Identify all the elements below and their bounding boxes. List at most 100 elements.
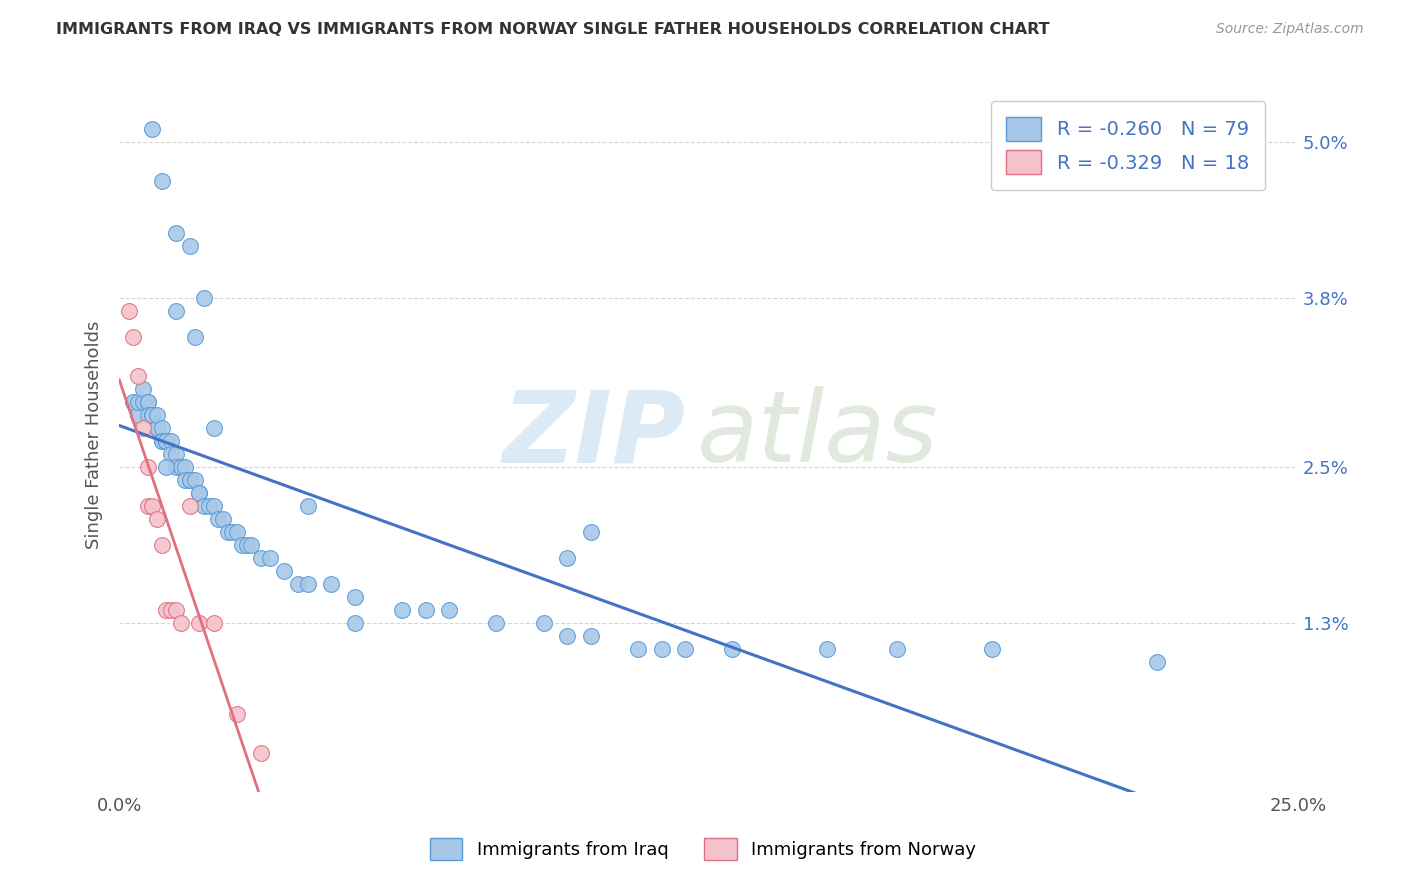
Point bbox=[179, 239, 201, 253]
Point bbox=[485, 615, 508, 630]
Point bbox=[193, 291, 215, 305]
Point bbox=[391, 603, 413, 617]
Point bbox=[188, 486, 211, 500]
Point bbox=[297, 499, 319, 513]
Text: ZIP: ZIP bbox=[502, 386, 685, 483]
Point bbox=[127, 408, 149, 422]
Point bbox=[415, 603, 437, 617]
Point bbox=[136, 408, 159, 422]
Point bbox=[226, 706, 249, 721]
Point bbox=[165, 460, 187, 475]
Text: IMMIGRANTS FROM IRAQ VS IMMIGRANTS FROM NORWAY SINGLE FATHER HOUSEHOLDS CORRELAT: IMMIGRANTS FROM IRAQ VS IMMIGRANTS FROM … bbox=[56, 22, 1050, 37]
Point bbox=[160, 447, 183, 461]
Point bbox=[555, 629, 578, 643]
Point bbox=[207, 512, 229, 526]
Text: atlas: atlas bbox=[697, 386, 939, 483]
Point bbox=[193, 499, 215, 513]
Point bbox=[155, 603, 177, 617]
Point bbox=[146, 512, 169, 526]
Point bbox=[226, 524, 249, 539]
Point bbox=[198, 499, 221, 513]
Point bbox=[132, 382, 155, 396]
Legend: Immigrants from Iraq, Immigrants from Norway: Immigrants from Iraq, Immigrants from No… bbox=[415, 823, 991, 874]
Point bbox=[980, 641, 1002, 656]
Point bbox=[179, 473, 201, 487]
Point bbox=[183, 330, 205, 344]
Point bbox=[169, 460, 191, 475]
Point bbox=[122, 395, 145, 409]
Point bbox=[212, 512, 235, 526]
Point bbox=[136, 395, 159, 409]
Point bbox=[297, 577, 319, 591]
Point bbox=[344, 590, 367, 604]
Point bbox=[150, 434, 173, 448]
Point bbox=[136, 460, 159, 475]
Point bbox=[150, 434, 173, 448]
Point bbox=[141, 408, 163, 422]
Point bbox=[439, 603, 461, 617]
Point bbox=[127, 369, 149, 384]
Point bbox=[579, 629, 602, 643]
Point bbox=[141, 122, 163, 136]
Legend: R = -0.260   N = 79, R = -0.329   N = 18: R = -0.260 N = 79, R = -0.329 N = 18 bbox=[991, 102, 1265, 190]
Point bbox=[235, 538, 257, 552]
Point bbox=[165, 603, 187, 617]
Point bbox=[136, 499, 159, 513]
Point bbox=[651, 641, 673, 656]
Point bbox=[146, 421, 169, 435]
Point bbox=[533, 615, 555, 630]
Point bbox=[174, 460, 197, 475]
Point bbox=[202, 499, 225, 513]
Point bbox=[179, 473, 201, 487]
Point bbox=[627, 641, 650, 656]
Point bbox=[815, 641, 838, 656]
Point bbox=[132, 421, 155, 435]
Point bbox=[321, 577, 343, 591]
Point bbox=[150, 174, 173, 188]
Point bbox=[287, 577, 309, 591]
Point bbox=[155, 434, 177, 448]
Point bbox=[150, 421, 173, 435]
Point bbox=[146, 421, 169, 435]
Point bbox=[344, 615, 367, 630]
Point bbox=[202, 615, 225, 630]
Point bbox=[169, 615, 191, 630]
Point bbox=[183, 473, 205, 487]
Point bbox=[165, 227, 187, 241]
Point bbox=[155, 460, 177, 475]
Point bbox=[249, 746, 271, 760]
Point bbox=[259, 550, 281, 565]
Point bbox=[150, 538, 173, 552]
Point bbox=[118, 304, 141, 318]
Point bbox=[132, 395, 155, 409]
Point bbox=[240, 538, 263, 552]
Point bbox=[160, 434, 183, 448]
Point bbox=[179, 499, 201, 513]
Point bbox=[673, 641, 696, 656]
Point bbox=[217, 524, 239, 539]
Text: Source: ZipAtlas.com: Source: ZipAtlas.com bbox=[1216, 22, 1364, 37]
Point bbox=[188, 615, 211, 630]
Point bbox=[555, 550, 578, 565]
Point bbox=[202, 421, 225, 435]
Point bbox=[273, 564, 295, 578]
Point bbox=[579, 524, 602, 539]
Point bbox=[886, 641, 908, 656]
Point bbox=[146, 408, 169, 422]
Point bbox=[165, 447, 187, 461]
Point bbox=[155, 434, 177, 448]
Point bbox=[721, 641, 744, 656]
Point bbox=[1146, 655, 1168, 669]
Point bbox=[188, 486, 211, 500]
Point bbox=[160, 603, 183, 617]
Point bbox=[165, 304, 187, 318]
Point bbox=[221, 524, 243, 539]
Point bbox=[249, 550, 271, 565]
Point bbox=[141, 408, 163, 422]
Point bbox=[231, 538, 253, 552]
Y-axis label: Single Father Households: Single Father Households bbox=[86, 320, 103, 549]
Point bbox=[146, 421, 169, 435]
Point bbox=[141, 499, 163, 513]
Point bbox=[127, 395, 149, 409]
Point bbox=[174, 473, 197, 487]
